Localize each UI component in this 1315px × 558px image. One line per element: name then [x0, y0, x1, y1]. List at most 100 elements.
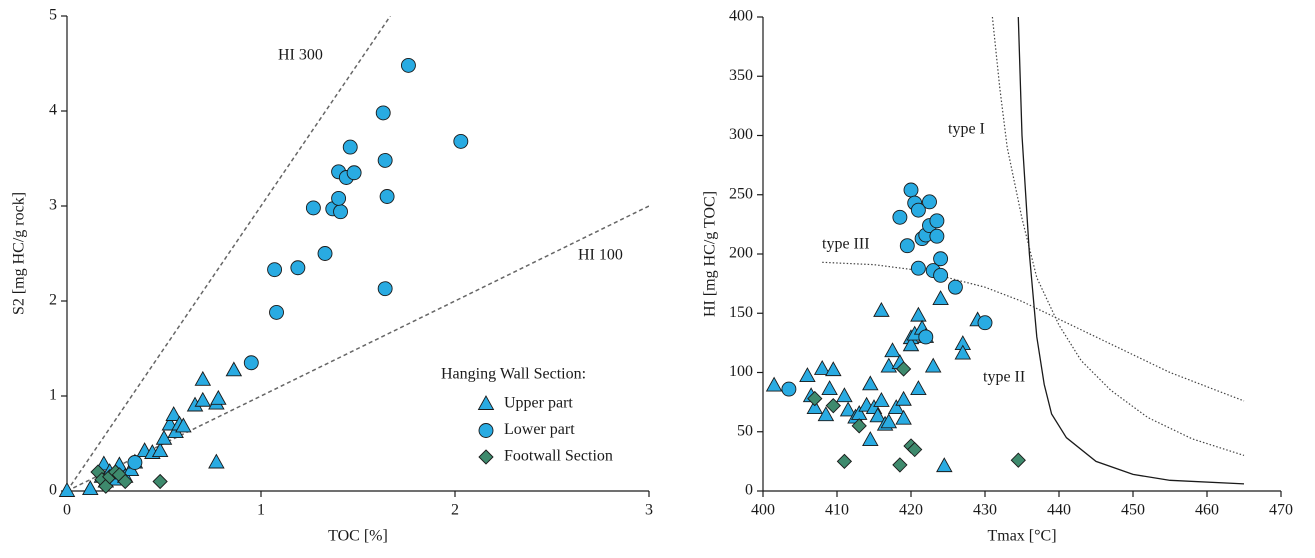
- point: [869, 407, 886, 423]
- legend-marker: [477, 395, 495, 410]
- point: [910, 380, 927, 396]
- point: [825, 361, 842, 377]
- reference-label: HI 300: [278, 47, 323, 64]
- plot-area: [822, 17, 1245, 485]
- point: [929, 228, 945, 244]
- point: [884, 342, 901, 358]
- point: [836, 453, 853, 470]
- point: [269, 304, 284, 320]
- reference-label: HI 100: [578, 247, 623, 264]
- point: [799, 367, 816, 383]
- x-tick-label: 430: [973, 502, 997, 519]
- point: [379, 189, 395, 204]
- y-tick-label: 350: [729, 67, 753, 84]
- point: [208, 453, 225, 469]
- point: [903, 182, 919, 198]
- x-tick-label: 440: [1047, 502, 1071, 519]
- point: [194, 370, 212, 386]
- point: [836, 387, 853, 403]
- y-tick-label: 5: [49, 7, 57, 24]
- x-tick-label: 420: [899, 502, 923, 519]
- point: [127, 455, 143, 470]
- legend-label: Footwall Section: [504, 448, 613, 465]
- x-axis-title: Tmax [°C]: [987, 528, 1056, 545]
- point: [924, 357, 942, 373]
- x-tick-label: 0: [63, 502, 71, 519]
- point: [932, 290, 949, 305]
- point: [58, 482, 76, 497]
- point: [910, 306, 927, 322]
- point: [817, 406, 835, 422]
- curve: [991, 17, 1245, 457]
- point: [377, 152, 393, 168]
- point: [267, 262, 283, 278]
- point: [862, 431, 879, 446]
- y-tick-label: 0: [745, 482, 753, 499]
- point: [947, 279, 963, 295]
- point: [880, 413, 898, 429]
- y-tick-label: 50: [737, 422, 753, 439]
- point: [806, 399, 824, 414]
- point: [400, 57, 416, 73]
- legend-marker: [478, 449, 494, 465]
- x-tick-label: 3: [645, 502, 653, 519]
- y-tick-label: 400: [729, 8, 753, 25]
- point: [165, 406, 182, 421]
- y-tick-label: 1: [49, 387, 57, 404]
- x-tick-label: 2: [451, 502, 459, 519]
- point: [317, 246, 333, 261]
- point: [225, 361, 243, 377]
- y-tick-label: 250: [729, 185, 753, 202]
- point: [346, 165, 362, 181]
- legend-label: Lower part: [504, 421, 575, 438]
- point: [331, 190, 347, 206]
- point: [243, 355, 259, 371]
- y-tick-label: 100: [729, 363, 753, 380]
- y-axis-title: S2 [mg HC/g rock]: [11, 192, 28, 315]
- x-tick-label: 460: [1195, 502, 1219, 519]
- point: [82, 480, 99, 496]
- point: [453, 133, 469, 149]
- curve-label: type III: [822, 236, 870, 253]
- point: [892, 209, 908, 225]
- point: [807, 390, 823, 407]
- point: [175, 417, 192, 433]
- point: [910, 202, 926, 218]
- y-tick-label: 4: [49, 102, 57, 119]
- curve: [822, 261, 1245, 402]
- point: [895, 390, 912, 406]
- point: [895, 361, 912, 377]
- point: [813, 360, 831, 375]
- y-axis-title: HI [mg HC/g TOC]: [702, 191, 719, 317]
- point: [333, 204, 348, 220]
- point: [377, 281, 393, 297]
- point: [910, 260, 926, 276]
- point: [887, 399, 905, 414]
- point: [954, 344, 972, 360]
- point: [839, 401, 857, 417]
- point: [922, 194, 937, 210]
- reference-line: [67, 16, 391, 491]
- point: [825, 398, 841, 414]
- point: [117, 473, 133, 490]
- point: [375, 105, 391, 121]
- curve-label: type I: [948, 121, 985, 138]
- point: [342, 139, 358, 155]
- point: [895, 409, 912, 425]
- y-tick-label: 150: [729, 304, 753, 321]
- curve-label: type II: [983, 369, 1025, 386]
- point: [151, 442, 169, 458]
- point: [305, 200, 321, 216]
- x-tick-label: 400: [751, 502, 775, 519]
- point: [929, 213, 945, 229]
- point: [936, 457, 953, 473]
- point: [862, 375, 879, 391]
- point: [152, 473, 168, 490]
- point: [821, 380, 838, 396]
- point: [851, 418, 867, 434]
- legend-label: Upper part: [504, 395, 573, 412]
- y-tick-label: 2: [49, 292, 57, 309]
- legend-marker: [478, 423, 494, 438]
- point: [194, 391, 212, 407]
